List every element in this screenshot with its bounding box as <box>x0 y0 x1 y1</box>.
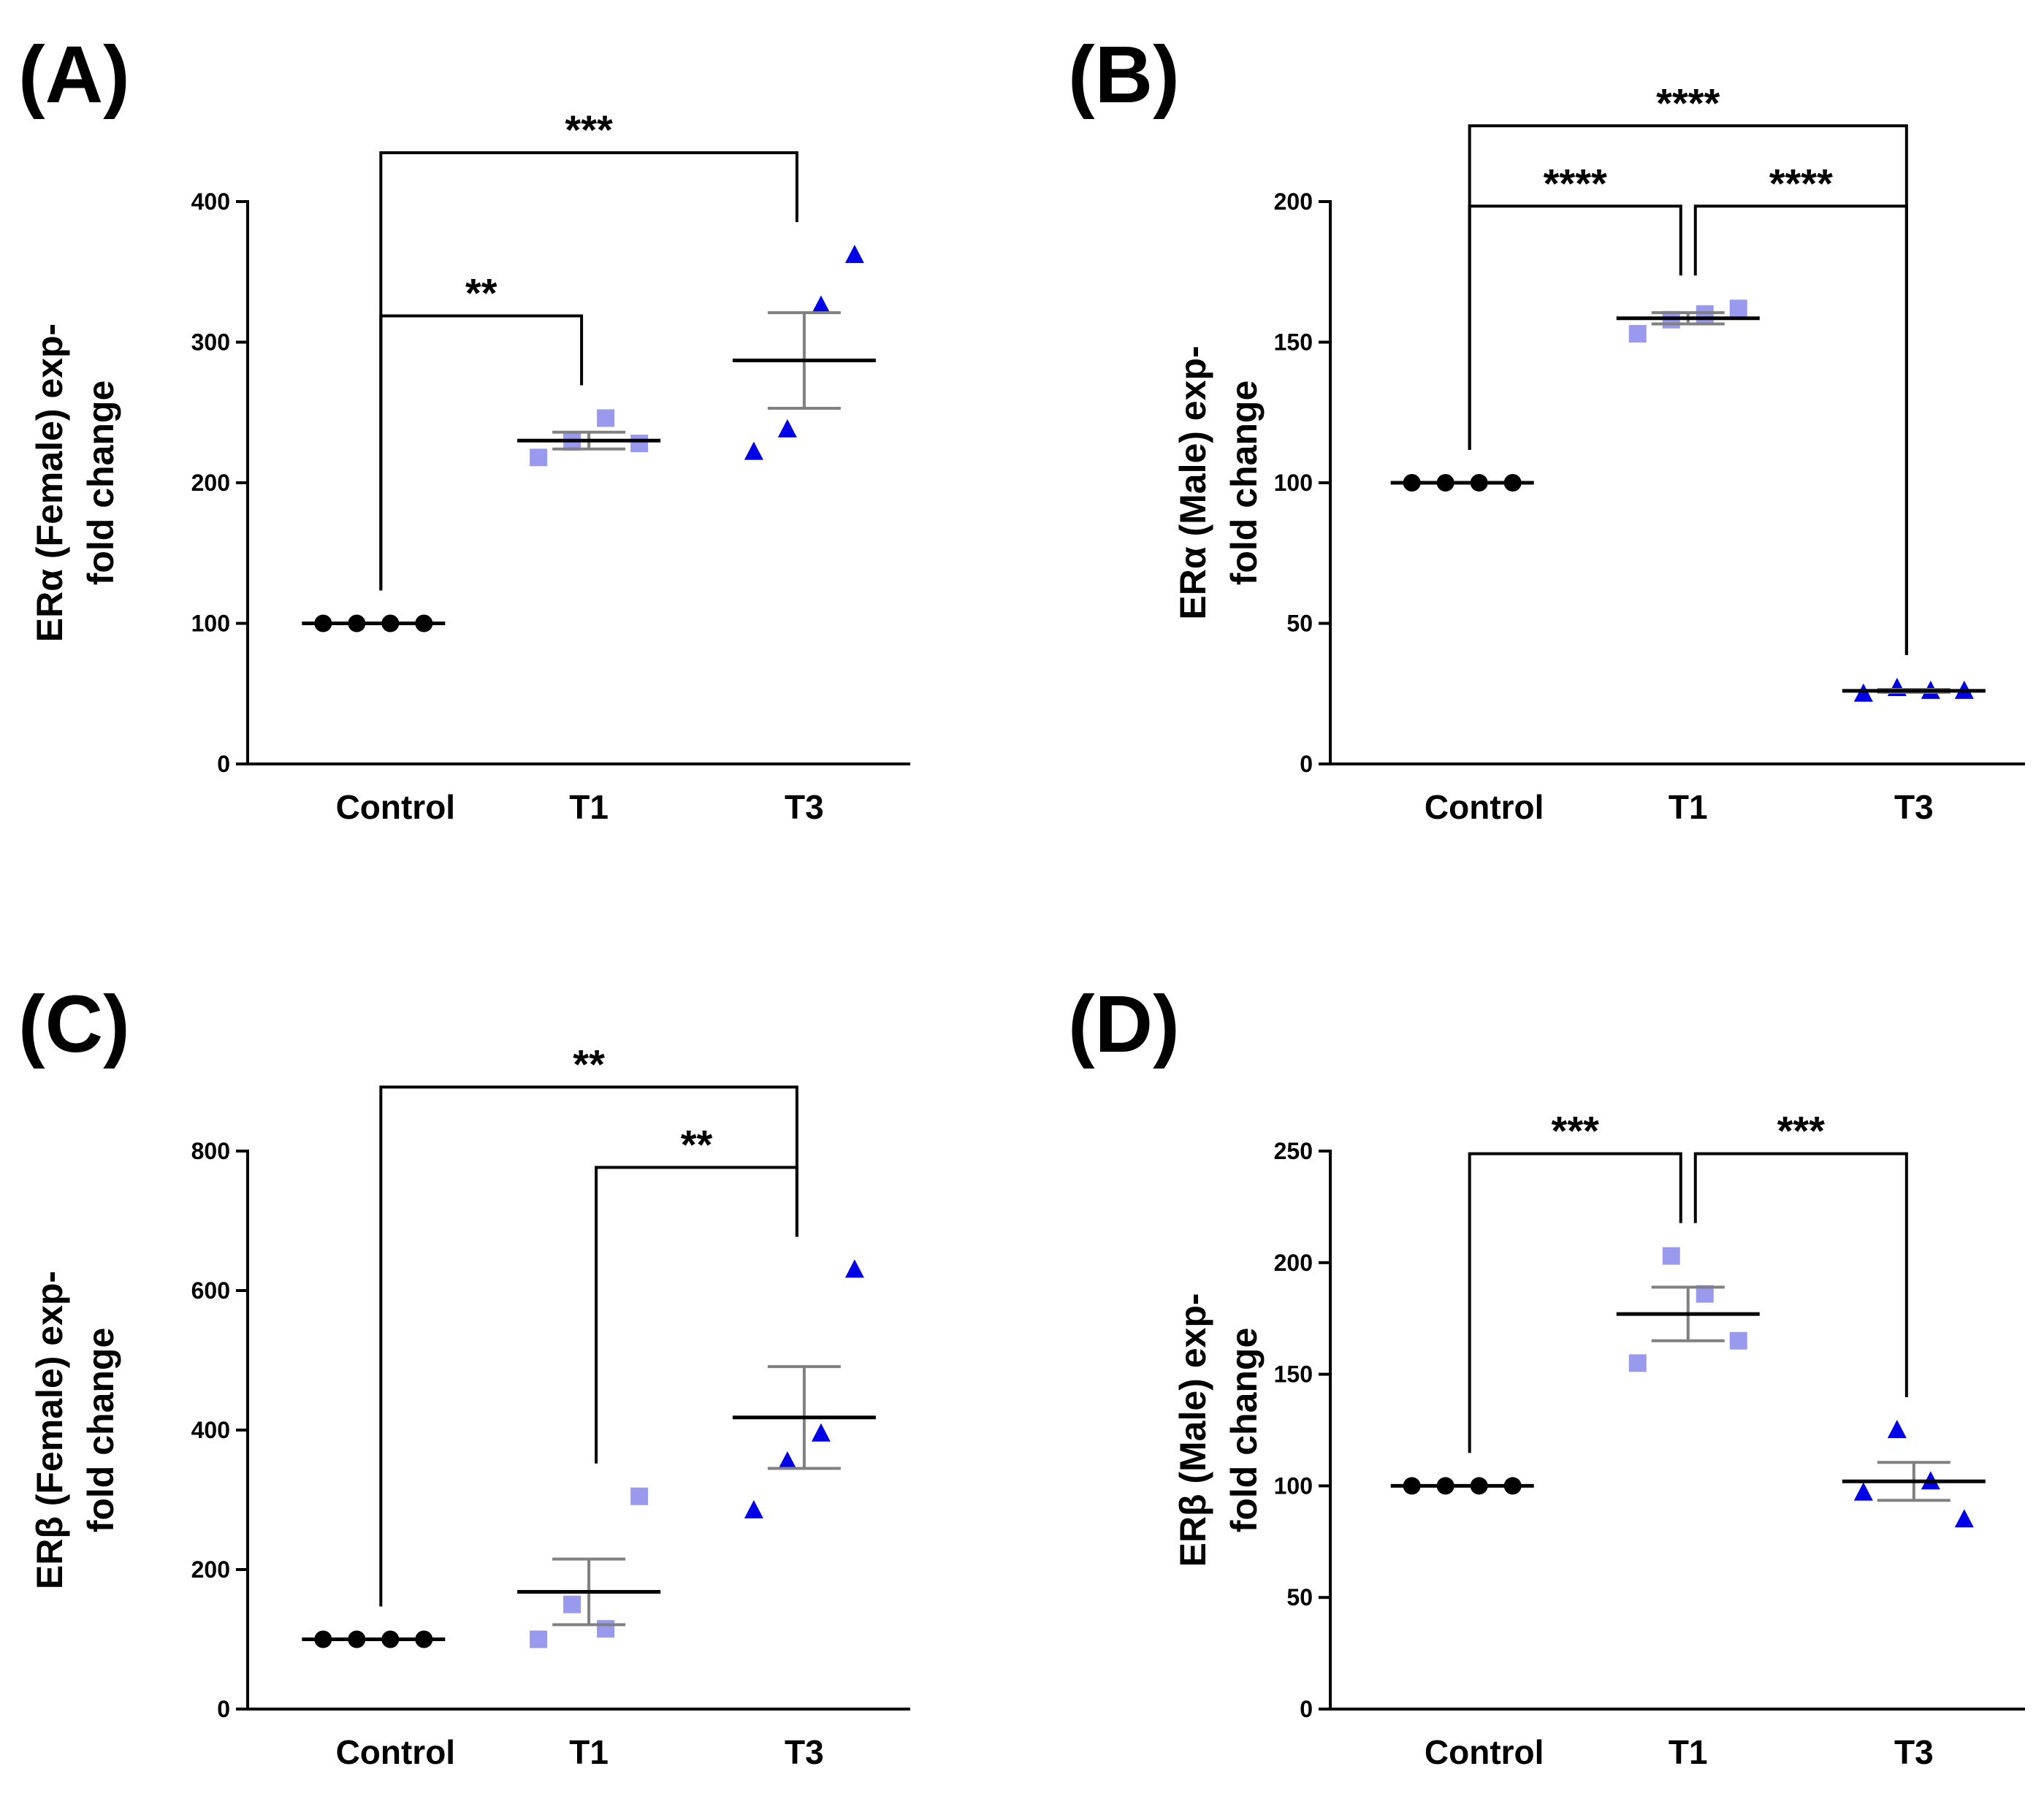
x-tick-label: Control <box>1425 1733 1544 1771</box>
y-tick-label: 600 <box>191 1277 230 1304</box>
data-point <box>1628 324 1647 343</box>
significance-label: **** <box>1544 160 1607 206</box>
data-point <box>844 245 864 264</box>
y-axis-label: ERβ (Female) exp- <box>29 1271 70 1589</box>
y-tick-label: 100 <box>191 611 230 637</box>
y-axis-label: fold change <box>80 381 121 586</box>
x-tick-label: T3 <box>785 1733 824 1771</box>
data-point <box>844 1259 864 1278</box>
y-tick-label: 250 <box>1274 1138 1313 1164</box>
y-tick-label: 0 <box>1300 1696 1313 1722</box>
y-tick-label: 50 <box>1286 611 1313 637</box>
x-tick-label: T1 <box>569 1733 609 1771</box>
y-axis-label: ERα (Female) exp- <box>29 324 70 642</box>
y-tick-label: 50 <box>1286 1584 1313 1610</box>
data-point <box>777 1451 797 1469</box>
significance-label: ** <box>681 1121 713 1167</box>
data-point <box>563 1595 581 1613</box>
data-point <box>1662 1247 1680 1265</box>
x-tick-label: T3 <box>1894 788 1934 826</box>
data-point <box>597 409 615 427</box>
y-tick-label: 0 <box>217 751 230 777</box>
y-axis-label: fold change <box>80 1328 121 1533</box>
panel-label: (B) <box>1068 30 1180 120</box>
y-axis-label: ERβ (Male) exp- <box>1172 1293 1213 1567</box>
y-tick-label: 150 <box>1274 1361 1313 1388</box>
data-point <box>811 295 831 314</box>
y-tick-label: 150 <box>1274 329 1313 356</box>
significance-bracket <box>379 314 584 591</box>
y-tick-label: 800 <box>191 1138 230 1164</box>
significance-label: ** <box>573 1041 605 1087</box>
data-point <box>777 418 797 437</box>
y-axis-label: fold change <box>1224 1328 1265 1533</box>
significance-label: **** <box>1656 80 1720 126</box>
y-tick-label: 100 <box>1274 470 1313 496</box>
panel-label: (C) <box>18 979 130 1069</box>
data-point <box>744 441 763 460</box>
y-tick-label: 400 <box>191 188 230 215</box>
x-tick-label: Control <box>1425 788 1544 826</box>
significance-bracket <box>1693 1152 1908 1397</box>
x-tick-label: Control <box>336 788 456 826</box>
y-tick-label: 200 <box>191 1556 230 1583</box>
x-tick-label: T1 <box>1669 788 1708 826</box>
data-point <box>744 1499 763 1518</box>
y-tick-label: 0 <box>217 1696 230 1722</box>
data-point <box>1729 299 1747 318</box>
significance-label: *** <box>565 107 613 153</box>
panel-label: (D) <box>1068 979 1180 1069</box>
data-point <box>811 1423 831 1442</box>
significance-bracket <box>1468 205 1682 450</box>
significance-label: *** <box>1777 1108 1826 1154</box>
data-point <box>1954 1509 1974 1528</box>
data-point <box>1887 1420 1907 1438</box>
x-tick-label: T1 <box>569 788 609 826</box>
y-tick-label: 100 <box>1274 1472 1313 1499</box>
significance-bracket <box>1468 1152 1682 1453</box>
y-axis-label: fold change <box>1224 381 1265 586</box>
data-point <box>530 448 548 467</box>
y-tick-label: 0 <box>1300 751 1313 777</box>
data-point <box>530 1630 548 1648</box>
y-tick-label: 200 <box>191 470 230 496</box>
y-tick-label: 400 <box>191 1417 230 1443</box>
y-tick-label: 200 <box>1274 188 1313 215</box>
significance-bracket <box>1468 124 1908 656</box>
panel-label: (A) <box>18 30 130 120</box>
data-point <box>1853 1482 1873 1501</box>
data-point <box>630 1487 649 1505</box>
x-tick-label: T1 <box>1669 1733 1708 1771</box>
significance-bracket <box>379 151 798 591</box>
data-point <box>1628 1354 1647 1372</box>
significance-label: **** <box>1769 160 1833 206</box>
data-point <box>1729 1331 1747 1350</box>
y-tick-label: 200 <box>1274 1250 1313 1276</box>
y-tick-label: 300 <box>191 329 230 356</box>
data-point <box>630 435 649 453</box>
significance-label: *** <box>1552 1108 1600 1154</box>
significance-bracket <box>379 1085 798 1607</box>
significance-bracket <box>1693 205 1908 656</box>
x-tick-label: T3 <box>785 788 824 826</box>
x-tick-label: T3 <box>1894 1733 1934 1771</box>
data-point <box>597 1620 615 1638</box>
significance-label: ** <box>465 270 497 316</box>
y-axis-label: ERα (Male) exp- <box>1172 345 1213 619</box>
x-tick-label: Control <box>336 1733 456 1771</box>
